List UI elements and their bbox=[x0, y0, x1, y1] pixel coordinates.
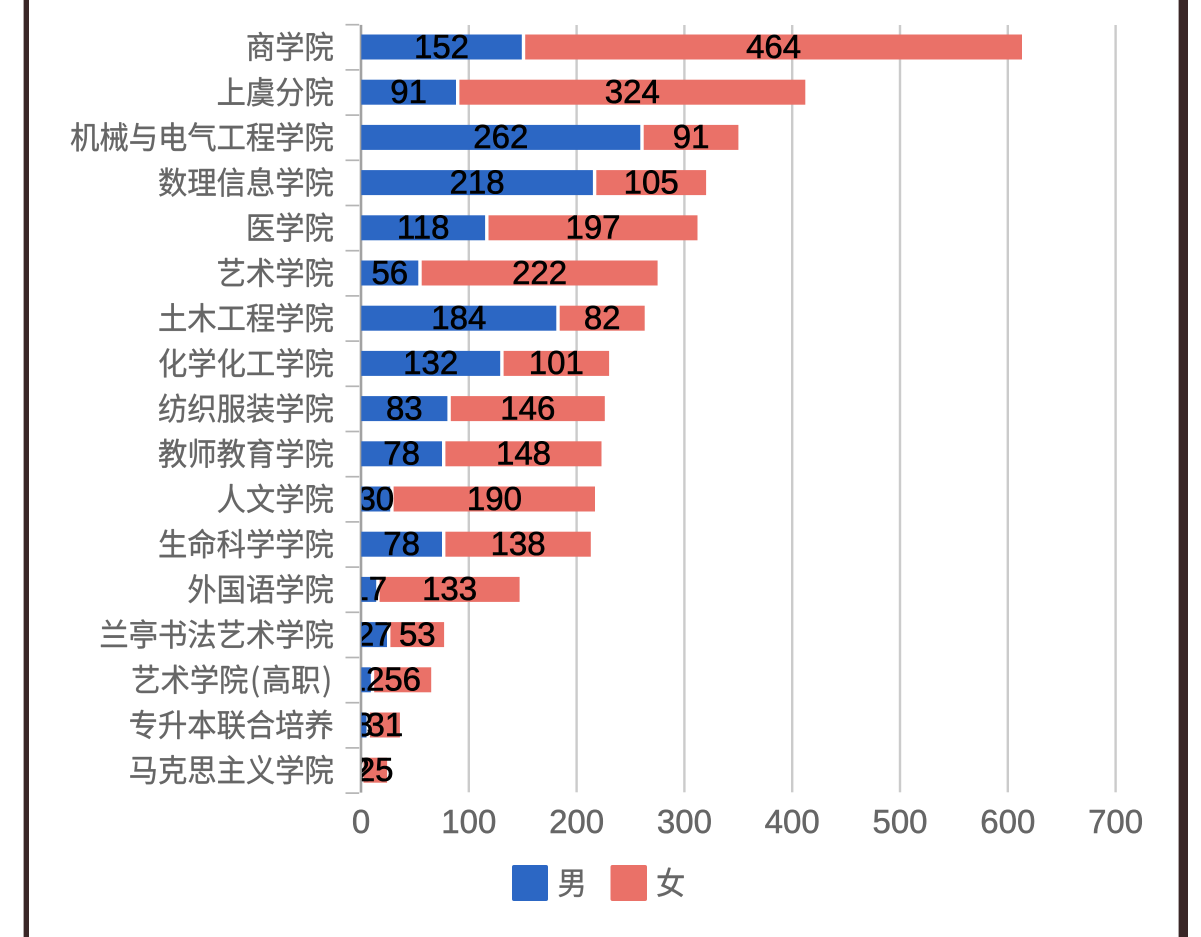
svg-text:25: 25 bbox=[357, 751, 394, 788]
svg-text:78: 78 bbox=[383, 525, 420, 562]
svg-text:30: 30 bbox=[357, 480, 394, 517]
svg-text:31: 31 bbox=[367, 706, 404, 743]
svg-text:152: 152 bbox=[414, 28, 469, 65]
svg-text:83: 83 bbox=[386, 389, 423, 426]
svg-text:2: 2 bbox=[352, 751, 370, 788]
svg-text:56: 56 bbox=[384, 661, 421, 698]
svg-text:400: 400 bbox=[765, 803, 820, 840]
svg-text:27: 27 bbox=[356, 615, 393, 652]
svg-text:91: 91 bbox=[673, 118, 710, 155]
svg-text:53: 53 bbox=[399, 615, 436, 652]
svg-text:222: 222 bbox=[512, 254, 567, 291]
svg-text:0: 0 bbox=[352, 803, 370, 840]
svg-text:700: 700 bbox=[1088, 803, 1143, 840]
svg-text:78: 78 bbox=[383, 435, 420, 472]
svg-text:138: 138 bbox=[491, 525, 546, 562]
svg-text:218: 218 bbox=[450, 163, 505, 200]
svg-text:105: 105 bbox=[624, 163, 679, 200]
svg-text:500: 500 bbox=[872, 803, 927, 840]
svg-text:184: 184 bbox=[431, 299, 486, 336]
svg-text:56: 56 bbox=[371, 254, 408, 291]
svg-text:148: 148 bbox=[496, 435, 551, 472]
svg-text:464: 464 bbox=[746, 28, 801, 65]
svg-text:133: 133 bbox=[422, 570, 477, 607]
svg-text:100: 100 bbox=[441, 803, 496, 840]
svg-text:101: 101 bbox=[529, 344, 584, 381]
svg-text:200: 200 bbox=[549, 803, 604, 840]
svg-text:132: 132 bbox=[403, 344, 458, 381]
svg-text:324: 324 bbox=[605, 73, 660, 110]
svg-text:190: 190 bbox=[467, 480, 522, 517]
svg-text:300: 300 bbox=[657, 803, 712, 840]
svg-text:12: 12 bbox=[348, 661, 385, 698]
svg-text:146: 146 bbox=[500, 389, 555, 426]
svg-text:82: 82 bbox=[584, 299, 621, 336]
svg-text:118: 118 bbox=[397, 209, 450, 246]
svg-text:91: 91 bbox=[390, 73, 427, 110]
svg-text:17: 17 bbox=[350, 570, 387, 607]
svg-text:600: 600 bbox=[980, 803, 1035, 840]
svg-text:8: 8 bbox=[355, 706, 373, 743]
svg-text:262: 262 bbox=[473, 118, 528, 155]
svg-text:197: 197 bbox=[565, 209, 620, 246]
